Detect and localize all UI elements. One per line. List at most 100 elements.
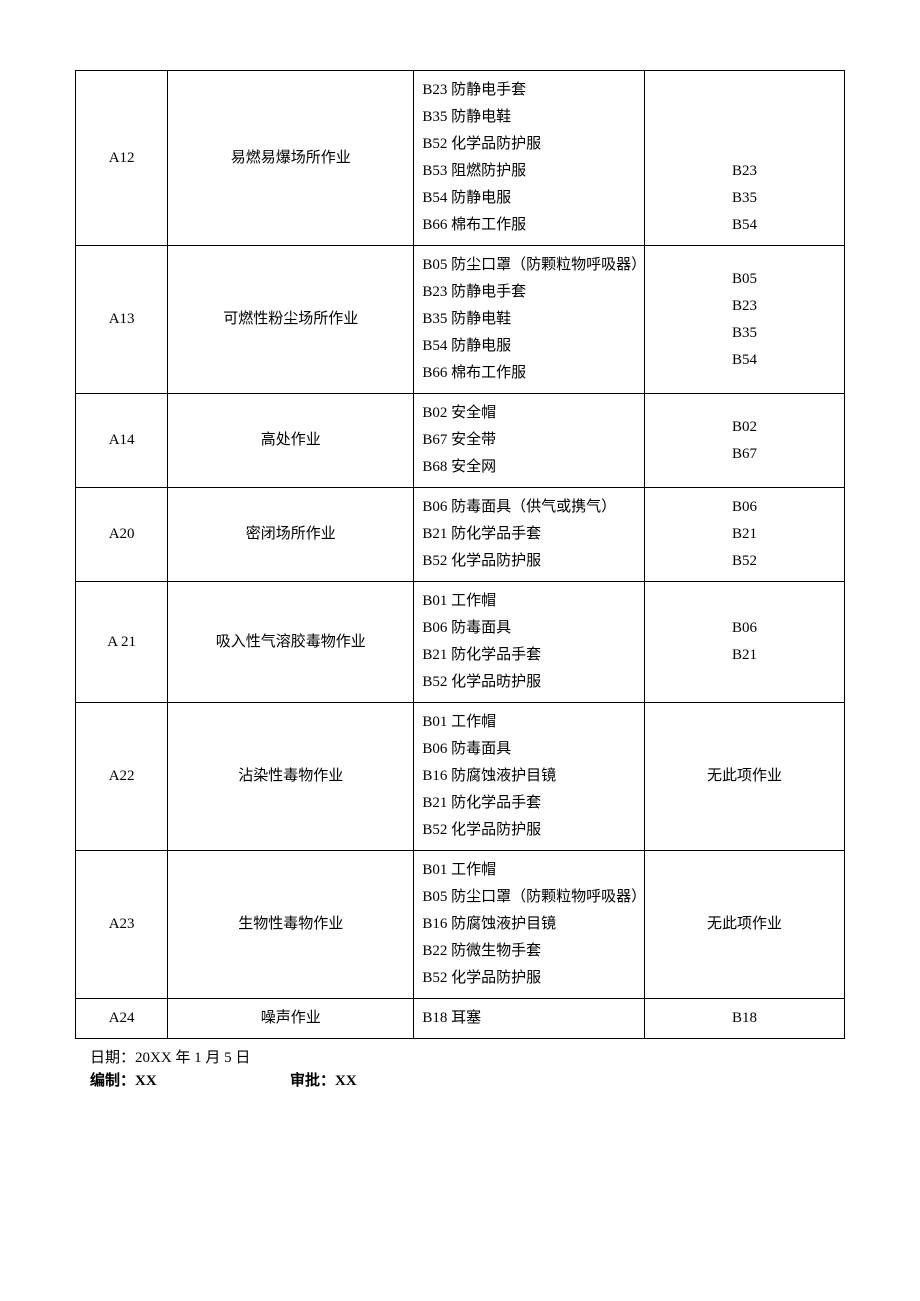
items-cell: B01 工作帽B06 防毒面具B16 防腐蚀液护目镜B21 防化学品手套B52 … — [414, 703, 645, 851]
selected-line: B35 — [653, 320, 836, 347]
selected-line: B54 — [653, 212, 836, 239]
item-line: B66 棉布工作服 — [422, 212, 636, 239]
approver-value: XX — [335, 1073, 357, 1089]
item-line: B05 防尘口罩（防颗粒物呼吸器） — [422, 884, 636, 911]
selected-line: B23 — [653, 158, 836, 185]
date-line: 日期：20XX 年 1 月 5 日 — [90, 1047, 845, 1070]
item-line: B18 耳塞 — [422, 1005, 636, 1032]
signature-line: 编制：XX审批：XX — [90, 1070, 845, 1093]
item-line: B35 防静电鞋 — [422, 104, 636, 131]
code-cell: A20 — [76, 488, 168, 582]
item-line: B66 棉布工作服 — [422, 360, 636, 387]
editor-value: XX — [135, 1073, 157, 1089]
code-cell: A22 — [76, 703, 168, 851]
item-line: B16 防腐蚀液护目镜 — [422, 763, 636, 790]
item-line: B35 防静电鞋 — [422, 306, 636, 333]
item-line: B22 防微生物手套 — [422, 938, 636, 965]
item-line: B21 防化学品手套 — [422, 642, 636, 669]
table-row: A13可燃性粉尘场所作业B05 防尘口罩（防颗粒物呼吸器）B23 防静电手套B3… — [76, 246, 845, 394]
item-line: B06 防毒面具 — [422, 615, 636, 642]
item-line: B21 防化学品手套 — [422, 521, 636, 548]
items-cell: B01 工作帽B06 防毒面具B21 防化学品手套B52 化学品昉护服 — [414, 582, 645, 703]
selected-cell: 无此项作业 — [645, 703, 845, 851]
selected-line: B67 — [653, 441, 836, 468]
selected-line: B23 — [653, 293, 836, 320]
selected-line: B21 — [653, 642, 836, 669]
table-row: A 21吸入性气溶胶毒物作业B01 工作帽B06 防毒面具B21 防化学品手套B… — [76, 582, 845, 703]
items-cell: B06 防毒面具（供气或携气）B21 防化学品手套B52 化学品防护服 — [414, 488, 645, 582]
selected-cell: B06B21B52 — [645, 488, 845, 582]
items-cell: B23 防静电手套B35 防静电鞋B52 化学品防护服B53 阻燃防护服B54 … — [414, 71, 645, 246]
item-line: B68 安全网 — [422, 454, 636, 481]
code-cell: A13 — [76, 246, 168, 394]
items-cell: B01 工作帽B05 防尘口罩（防颗粒物呼吸器）B16 防腐蚀液护目镜B22 防… — [414, 851, 645, 999]
items-cell: B02 安全帽B67 安全带B68 安全网 — [414, 394, 645, 488]
editor-label: 编制： — [90, 1073, 135, 1089]
item-line: B21 防化学品手套 — [422, 790, 636, 817]
selected-cell: B23B35B54 — [645, 71, 845, 246]
table-row: A22沾染性毒物作业B01 工作帽B06 防毒面具B16 防腐蚀液护目镜B21 … — [76, 703, 845, 851]
item-line: B54 防静电服 — [422, 333, 636, 360]
item-line: B01 工作帽 — [422, 857, 636, 884]
padding-line — [653, 131, 836, 158]
selected-line: B06 — [653, 494, 836, 521]
selected-line: B06 — [653, 615, 836, 642]
padding-line — [653, 104, 836, 131]
name-cell: 生物性毒物作业 — [168, 851, 414, 999]
selected-line: B54 — [653, 347, 836, 374]
name-cell: 噪声作业 — [168, 999, 414, 1039]
selected-line: B35 — [653, 185, 836, 212]
code-cell: A12 — [76, 71, 168, 246]
item-line: B52 化学品防护服 — [422, 548, 636, 575]
name-cell: 高处作业 — [168, 394, 414, 488]
name-cell: 沾染性毒物作业 — [168, 703, 414, 851]
footer: 日期：20XX 年 1 月 5 日 编制：XX审批：XX — [75, 1047, 845, 1092]
item-line: B02 安全帽 — [422, 400, 636, 427]
selected-line: 无此项作业 — [653, 911, 836, 938]
selected-cell: B18 — [645, 999, 845, 1039]
item-line: B67 安全带 — [422, 427, 636, 454]
name-cell: 易燃易爆场所作业 — [168, 71, 414, 246]
item-line: B54 防静电服 — [422, 185, 636, 212]
approver-label: 审批： — [290, 1073, 335, 1089]
item-line: B52 化学品防护服 — [422, 965, 636, 992]
code-cell: A14 — [76, 394, 168, 488]
name-cell: 可燃性粉尘场所作业 — [168, 246, 414, 394]
item-line: B05 防尘口罩（防颗粒物呼吸器） — [422, 252, 636, 279]
item-line: B16 防腐蚀液护目镜 — [422, 911, 636, 938]
selected-line: B21 — [653, 521, 836, 548]
code-cell: A24 — [76, 999, 168, 1039]
item-line: B01 工作帽 — [422, 709, 636, 736]
item-line: B01 工作帽 — [422, 588, 636, 615]
selected-line: B05 — [653, 266, 836, 293]
code-cell: A23 — [76, 851, 168, 999]
name-cell: 密闭场所作业 — [168, 488, 414, 582]
table-row: A23生物性毒物作业B01 工作帽B05 防尘口罩（防颗粒物呼吸器）B16 防腐… — [76, 851, 845, 999]
selected-line: 无此项作业 — [653, 763, 836, 790]
items-cell: B18 耳塞 — [414, 999, 645, 1039]
selected-line: B02 — [653, 414, 836, 441]
selected-cell: B06B21 — [645, 582, 845, 703]
name-cell: 吸入性气溶胶毒物作业 — [168, 582, 414, 703]
table-row: A24噪声作业 B18 耳塞 B18 — [76, 999, 845, 1039]
selected-line: B52 — [653, 548, 836, 575]
selected-cell: B05B23B35B54 — [645, 246, 845, 394]
code-cell: A 21 — [76, 582, 168, 703]
item-line: B52 化学品昉护服 — [422, 669, 636, 696]
item-line: B23 防静电手套 — [422, 77, 636, 104]
padding-line — [653, 77, 836, 104]
selected-cell: 无此项作业 — [645, 851, 845, 999]
ppe-table: A12易燃易爆场所作业B23 防静电手套B35 防静电鞋B52 化学品防护服B5… — [75, 70, 845, 1039]
item-line: B52 化学品防护服 — [422, 131, 636, 158]
items-cell: B05 防尘口罩（防颗粒物呼吸器）B23 防静电手套B35 防静电鞋B54 防静… — [414, 246, 645, 394]
item-line: B06 防毒面具（供气或携气） — [422, 494, 636, 521]
table-row: A12易燃易爆场所作业B23 防静电手套B35 防静电鞋B52 化学品防护服B5… — [76, 71, 845, 246]
selected-cell: B02B67 — [645, 394, 845, 488]
item-line: B53 阻燃防护服 — [422, 158, 636, 185]
item-line: B52 化学品防护服 — [422, 817, 636, 844]
table-row: A14高处作业B02 安全帽B67 安全带B68 安全网B02B67 — [76, 394, 845, 488]
selected-line: B18 — [653, 1005, 836, 1032]
table-row: A20密闭场所作业B06 防毒面具（供气或携气）B21 防化学品手套B52 化学… — [76, 488, 845, 582]
item-line: B06 防毒面具 — [422, 736, 636, 763]
item-line: B23 防静电手套 — [422, 279, 636, 306]
